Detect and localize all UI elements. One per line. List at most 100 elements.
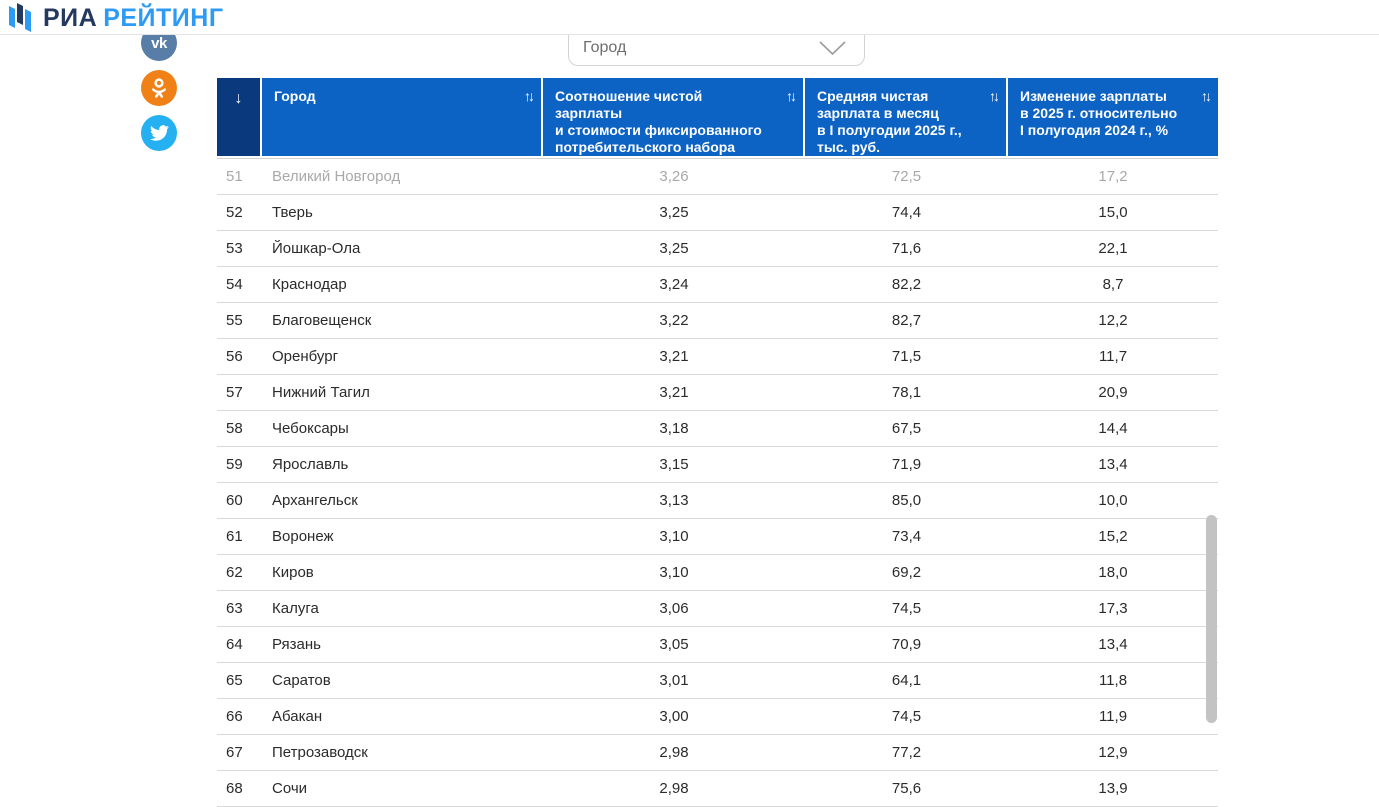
ratio-cell: 3,10 xyxy=(659,564,689,581)
top-bar: РИА РЕЙТИНГ xyxy=(0,0,1379,35)
rank-cell: 61 xyxy=(226,528,243,545)
change-cell: 15,0 xyxy=(1098,204,1128,221)
change-cell: 14,4 xyxy=(1098,420,1128,437)
column-label: Изменение зарплаты в 2025 г. относительн… xyxy=(1020,88,1178,138)
sort-down-icon: ↓ xyxy=(234,90,243,107)
city-cell: Рязань xyxy=(272,636,321,653)
rank-cell: 52 xyxy=(226,204,243,221)
sort-icon: ↑↓ xyxy=(786,88,797,104)
ratio-cell: 3,25 xyxy=(659,204,689,221)
city-cell: Оренбург xyxy=(272,348,339,365)
table-row: 61 Воронеж 3,10 73,4 15,2 xyxy=(217,519,1218,555)
table-row: 54 Краснодар 3,24 82,2 8,7 xyxy=(217,267,1218,303)
table-row: 58 Чебоксары 3,18 67,5 14,4 xyxy=(217,411,1218,447)
column-header-salary[interactable]: Средняя чистая зарплата в месяц в I полу… xyxy=(805,78,1008,156)
salary-cell: 74,4 xyxy=(891,204,922,221)
table-row: 51 Великий Новгород 3,26 72,5 17,2 xyxy=(217,159,1218,195)
salary-cell: 82,2 xyxy=(891,276,922,293)
salary-cell: 82,7 xyxy=(891,312,922,329)
change-cell: 8,7 xyxy=(1102,276,1124,293)
rank-cell: 53 xyxy=(226,240,243,257)
change-cell: 13,4 xyxy=(1098,636,1128,653)
table-row: 62 Киров 3,10 69,2 18,0 xyxy=(217,555,1218,591)
sort-icon: ↑↓ xyxy=(989,88,1000,104)
sort-icon: ↑↓ xyxy=(524,88,535,104)
salary-cell: 70,9 xyxy=(891,636,922,653)
table-row: 59 Ярославль 3,15 71,9 13,4 xyxy=(217,447,1218,483)
city-cell: Саратов xyxy=(272,672,331,689)
ratio-cell: 3,25 xyxy=(659,240,689,257)
table-row: 56 Оренбург 3,21 71,5 11,7 xyxy=(217,339,1218,375)
salary-cell: 75,6 xyxy=(891,780,922,797)
ria-rating-logo[interactable]: РИА РЕЙТИНГ xyxy=(8,2,224,33)
rank-cell: 57 xyxy=(226,384,243,401)
ratio-cell: 3,24 xyxy=(659,276,689,293)
city-cell: Нижний Тагил xyxy=(272,384,370,401)
city-cell: Архангельск xyxy=(272,492,358,509)
salary-cell: 71,6 xyxy=(891,240,922,257)
rank-cell: 66 xyxy=(226,708,243,725)
change-cell: 12,2 xyxy=(1098,312,1128,329)
table-row: 57 Нижний Тагил 3,21 78,1 20,9 xyxy=(217,375,1218,411)
table-body: 51 Великий Новгород 3,26 72,5 17,2 52 Тв… xyxy=(217,158,1218,807)
ratio-cell: 3,10 xyxy=(659,528,689,545)
city-cell: Чебоксары xyxy=(272,420,349,437)
salary-cell: 85,0 xyxy=(891,492,922,509)
city-cell: Благовещенск xyxy=(272,312,372,329)
salary-cell: 69,2 xyxy=(891,564,922,581)
rank-cell: 54 xyxy=(226,276,243,293)
change-cell: 18,0 xyxy=(1098,564,1128,581)
column-header-rank[interactable]: ↓ xyxy=(217,78,262,156)
table-row: 67 Петрозаводск 2,98 77,2 12,9 xyxy=(217,735,1218,771)
odnoklassniki-share-button[interactable] xyxy=(141,70,177,106)
rank-cell: 51 xyxy=(226,168,243,185)
city-cell: Калуга xyxy=(272,600,319,617)
ratio-cell: 3,21 xyxy=(659,384,689,401)
twitter-share-button[interactable] xyxy=(141,115,177,151)
city-filter-value: Город xyxy=(583,39,627,56)
rank-cell: 63 xyxy=(226,600,243,617)
ratio-cell: 3,06 xyxy=(659,600,689,617)
table-row: 65 Саратов 3,01 64,1 11,8 xyxy=(217,663,1218,699)
change-cell: 13,4 xyxy=(1098,456,1128,473)
table-row: 68 Сочи 2,98 75,6 13,9 xyxy=(217,771,1218,807)
salary-cell: 73,4 xyxy=(891,528,922,545)
ratio-cell: 3,05 xyxy=(659,636,689,653)
city-cell: Йошкар-Ола xyxy=(272,240,361,257)
salary-cell: 71,5 xyxy=(891,348,922,365)
change-cell: 13,9 xyxy=(1098,780,1128,797)
change-cell: 15,2 xyxy=(1098,528,1128,545)
ratio-cell: 3,01 xyxy=(659,672,689,689)
rank-cell: 60 xyxy=(226,492,243,509)
scrollbar-thumb[interactable] xyxy=(1206,515,1217,723)
table-row: 66 Абакан 3,00 74,5 11,9 xyxy=(217,699,1218,735)
change-cell: 11,8 xyxy=(1098,672,1128,689)
salary-cell: 72,5 xyxy=(891,168,922,185)
logo-bars-icon xyxy=(9,3,31,32)
change-cell: 17,3 xyxy=(1098,600,1128,617)
column-header-change[interactable]: Изменение зарплаты в 2025 г. относительн… xyxy=(1008,78,1218,156)
city-cell: Абакан xyxy=(272,708,323,725)
ratio-cell: 2,98 xyxy=(659,744,689,761)
rank-cell: 65 xyxy=(226,672,243,689)
salary-cell: 78,1 xyxy=(891,384,922,401)
ratio-cell: 3,15 xyxy=(659,456,689,473)
change-cell: 10,0 xyxy=(1098,492,1128,509)
change-cell: 22,1 xyxy=(1098,240,1128,257)
change-cell: 17,2 xyxy=(1098,168,1128,185)
change-cell: 11,7 xyxy=(1098,348,1128,365)
table-row: 64 Рязань 3,05 70,9 13,4 xyxy=(217,627,1218,663)
column-header-city[interactable]: Город ↑↓ xyxy=(262,78,543,156)
table-row: 63 Калуга 3,06 74,5 17,3 xyxy=(217,591,1218,627)
city-cell: Воронеж xyxy=(272,528,334,545)
column-label: Город xyxy=(274,88,316,104)
salary-cell: 67,5 xyxy=(891,420,922,437)
rank-cell: 64 xyxy=(226,636,243,653)
twitter-icon xyxy=(149,125,169,141)
rank-cell: 68 xyxy=(226,780,243,797)
city-cell: Тверь xyxy=(272,204,313,221)
column-header-ratio[interactable]: Соотношение чистой зарплаты и стоимости … xyxy=(543,78,805,156)
change-cell: 12,9 xyxy=(1098,744,1128,761)
city-cell: Великий Новгород xyxy=(272,168,401,185)
table-row: 52 Тверь 3,25 74,4 15,0 xyxy=(217,195,1218,231)
